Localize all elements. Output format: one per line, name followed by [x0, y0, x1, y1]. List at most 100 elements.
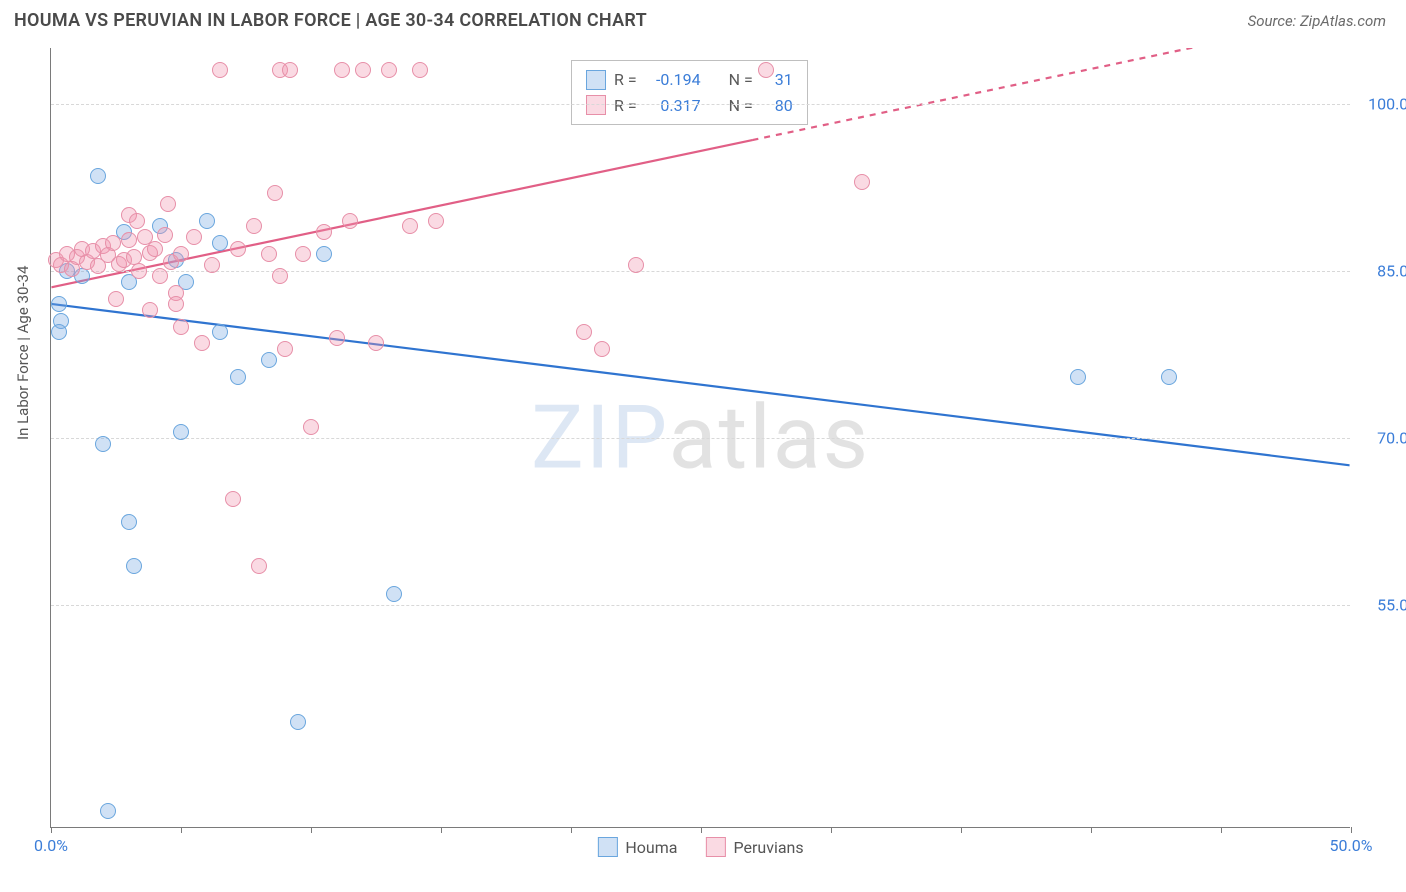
data-point [225, 491, 241, 507]
data-point [428, 213, 444, 229]
legend-swatch [586, 70, 606, 90]
data-point [90, 168, 106, 184]
data-point [173, 246, 189, 262]
data-point [594, 341, 610, 357]
y-axis-title: In Labor Force | Age 30-34 [14, 266, 32, 440]
data-point [267, 185, 283, 201]
source-name: ZipAtlas.com [1300, 12, 1386, 30]
data-point [261, 246, 277, 262]
data-point [129, 213, 145, 229]
data-point [1070, 369, 1086, 385]
r-value: 0.317 [645, 93, 701, 119]
data-point [272, 268, 288, 284]
data-point [758, 62, 774, 78]
data-point [95, 436, 111, 452]
r-label: R = [614, 67, 637, 93]
x-tick [51, 827, 52, 833]
y-tick-label: 100.0% [1360, 94, 1406, 113]
data-point [230, 241, 246, 257]
data-point [368, 335, 384, 351]
data-point [51, 324, 67, 340]
data-point [160, 196, 176, 212]
data-point [386, 586, 402, 602]
data-point [168, 296, 184, 312]
trend-line [51, 140, 752, 287]
x-tick-label: 0.0% [34, 836, 68, 855]
n-label: N = [729, 67, 753, 93]
data-point [212, 324, 228, 340]
data-point [402, 218, 418, 234]
x-tick [181, 827, 182, 833]
y-tick-label: 70.0% [1360, 429, 1406, 448]
data-point [152, 268, 168, 284]
data-point [329, 330, 345, 346]
legend-item: Peruvians [705, 837, 803, 857]
data-point [100, 803, 116, 819]
data-point [316, 246, 332, 262]
n-value: 80 [761, 93, 793, 119]
legend-swatch [597, 837, 617, 857]
source-attribution: Source: ZipAtlas.com [1248, 12, 1386, 30]
r-value: -0.194 [645, 67, 701, 93]
source-prefix: Source: [1248, 12, 1300, 30]
gridline [51, 438, 1350, 439]
gridline [51, 605, 1350, 606]
y-tick-label: 55.0% [1360, 596, 1406, 615]
data-point [230, 369, 246, 385]
data-point [334, 62, 350, 78]
data-point [628, 257, 644, 273]
legend-swatch [705, 837, 725, 857]
x-tick [571, 827, 572, 833]
data-point [342, 213, 358, 229]
data-point [282, 62, 298, 78]
data-point [51, 296, 67, 312]
data-point [105, 235, 121, 251]
legend-item: Houma [597, 837, 677, 857]
trend-line [752, 48, 1349, 140]
r-label: R = [614, 93, 637, 119]
stats-legend-row: R = 0.317 N = 80 [586, 93, 793, 119]
data-point [212, 62, 228, 78]
data-point [173, 319, 189, 335]
data-point [173, 424, 189, 440]
legend-swatch [586, 95, 606, 115]
data-point [412, 62, 428, 78]
data-point [199, 213, 215, 229]
data-point [147, 241, 163, 257]
chart-header: HOUMA VS PERUVIAN IN LABOR FORCE | AGE 3… [0, 0, 1406, 37]
data-point [126, 558, 142, 574]
data-point [121, 232, 137, 248]
data-point [316, 224, 332, 240]
legend-label: Peruvians [733, 838, 803, 857]
series-legend: Houma Peruvians [597, 837, 803, 857]
data-point [261, 352, 277, 368]
data-point [186, 229, 202, 245]
data-point [204, 257, 220, 273]
x-tick [1351, 827, 1352, 833]
data-point [108, 291, 124, 307]
x-tick [831, 827, 832, 833]
data-point [212, 235, 228, 251]
x-tick [961, 827, 962, 833]
data-point [142, 302, 158, 318]
x-tick [1221, 827, 1222, 833]
data-point [121, 514, 137, 530]
data-point [246, 218, 262, 234]
x-tick [311, 827, 312, 833]
gridline [51, 104, 1350, 105]
n-label: N = [729, 93, 753, 119]
data-point [251, 558, 267, 574]
gridline [51, 271, 1350, 272]
data-point [576, 324, 592, 340]
chart-plot-area: ZIPatlas R =-0.194N =31R =0.317N =80 Hou… [50, 48, 1350, 828]
data-point [1161, 369, 1177, 385]
chart-title: HOUMA VS PERUVIAN IN LABOR FORCE | AGE 3… [14, 10, 647, 31]
data-point [277, 341, 293, 357]
data-point [290, 714, 306, 730]
data-point [381, 62, 397, 78]
data-point [355, 62, 371, 78]
data-point [194, 335, 210, 351]
data-point [295, 246, 311, 262]
x-tick [701, 827, 702, 833]
x-tick [441, 827, 442, 833]
